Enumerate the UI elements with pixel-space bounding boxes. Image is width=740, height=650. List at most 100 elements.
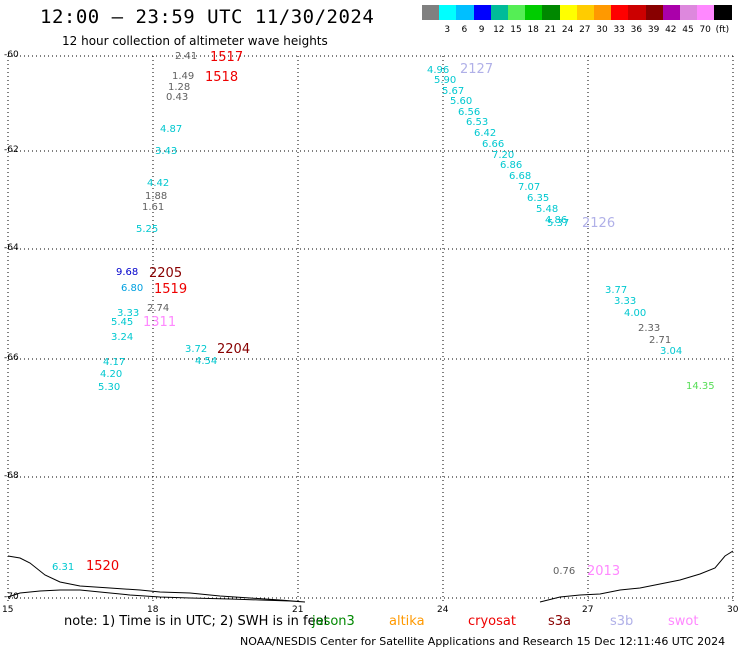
wave-height-value: 4.96: [427, 65, 450, 76]
wave-height-value: 6.68: [509, 171, 532, 182]
latitude-tick: -68: [4, 471, 19, 481]
wave-height-value: 6.31: [52, 562, 75, 573]
colorbar-label: 18: [527, 25, 539, 35]
wave-height-value: 3.72: [185, 344, 208, 355]
lat-lon-grid: [7, 55, 734, 603]
wave-height-value: 6.66: [482, 139, 505, 150]
wave-height-value: 5.67: [442, 86, 465, 97]
wave-height-value: 9.68: [116, 267, 139, 278]
wave-height-value: 1.88: [145, 191, 168, 202]
colorbar-swatch: [611, 5, 630, 20]
longitude-tick: 18: [147, 605, 159, 615]
wave-height-value: 4.87: [160, 124, 183, 135]
wave-height-value: 4.42: [147, 178, 170, 189]
legend-satellite-swot: swot: [668, 614, 699, 629]
wave-height-value: 3.33: [117, 308, 140, 319]
latitude-tick: -66: [4, 353, 19, 363]
colorbar-label: 36: [630, 25, 643, 35]
wave-height-value: 2.74: [147, 303, 170, 314]
wave-height-value: 6.35: [527, 193, 550, 204]
colorbar-label: 24: [561, 25, 574, 35]
wave-height-value: 5.37: [547, 218, 570, 229]
legend-satellite-altika: altika: [389, 614, 425, 629]
colorbar-swatch: [645, 5, 664, 20]
colorbar-swatch: [525, 5, 544, 20]
longitude-tick: 24: [437, 605, 449, 615]
wave-height-value: 2.71: [649, 335, 672, 346]
wave-height-value: 4.86: [545, 215, 568, 226]
wave-height-value: 3.24: [111, 332, 134, 343]
wave-height-value: 3.77: [605, 285, 628, 296]
wave-height-value: 7.07: [518, 182, 541, 193]
satellite-pass-id: 1517: [210, 50, 244, 65]
wave-height-value: 1.49: [172, 71, 195, 82]
colorbar-swatch: [576, 5, 595, 20]
colorbar-label: 45: [682, 25, 694, 35]
page-title: 12:00 – 23:59 UTC 11/30/2024: [40, 6, 375, 28]
wave-height-value: 4.17: [103, 357, 126, 368]
satellite-pass-id: 1518: [205, 70, 239, 85]
wave-height-value: 4.00: [624, 308, 647, 319]
wave-height-value: 6.53: [466, 117, 489, 128]
colorbar-label: 15: [510, 25, 522, 35]
colorbar-swatch: [542, 5, 561, 20]
wave-height-value: 6.42: [474, 128, 497, 139]
footer-note: note: 1) Time is in UTC; 2) SWH is in fe…: [64, 614, 329, 629]
colorbar-label: 70: [699, 25, 711, 35]
wave-height-value: 4.54: [195, 356, 218, 367]
latitude-tick: -60: [4, 50, 19, 60]
wave-height-value: 5.25: [136, 224, 159, 235]
wave-height-value: 1.28: [168, 82, 191, 93]
wave-height-value: 3.33: [614, 296, 637, 307]
colorbar-swatch: [714, 5, 733, 20]
longitude-tick: 30: [727, 605, 739, 615]
satellite-pass-id: 1311: [143, 315, 177, 330]
wave-height-value: 3.43: [155, 146, 178, 157]
colorbar-swatch: [508, 5, 526, 20]
satellite-pass-id: 2205: [149, 266, 183, 281]
colorbar-label: 12: [493, 25, 505, 35]
wave-height-value: 0.43: [166, 92, 189, 103]
colorbar-swatch: [680, 5, 698, 20]
legend-satellite-jason3: jason3: [312, 614, 355, 629]
colorbar-swatch: [559, 5, 578, 20]
longitude-tick: 27: [582, 605, 594, 615]
satellite-pass-id: 2204: [217, 342, 251, 357]
wave-height-value: 0.76: [553, 566, 576, 577]
legend-satellite-s3b: s3b: [610, 614, 634, 629]
colorbar-label: 39: [647, 25, 660, 35]
colorbar-label: 27: [579, 25, 591, 35]
colorbar-label: 3: [444, 25, 451, 35]
colorbar-swatch: [439, 5, 458, 20]
wave-height-value: 5.60: [450, 96, 473, 107]
legend-satellite-cryosat: cryosat: [468, 614, 516, 629]
colorbar-swatch: [473, 5, 492, 20]
coastline-antarctica: [7, 550, 734, 603]
colorbar-label: 9: [478, 25, 485, 35]
wave-height-value: 5.45: [111, 317, 134, 328]
colorbar-swatch: [594, 5, 612, 20]
colorbar-swatch: [697, 5, 716, 20]
legend-satellite-s3a: s3a: [548, 614, 572, 629]
wave-height-value: 6.80: [121, 283, 144, 294]
satellite-pass-id: 2127: [460, 62, 494, 77]
wave-height-value: 4.20: [100, 369, 123, 380]
satellite-pass-id: 1520: [86, 559, 120, 574]
colorbar-swatch: [422, 5, 440, 20]
latitude-tick: -70: [4, 592, 19, 602]
colorbar-swatch: [490, 5, 509, 20]
colorbar-label: (ft): [715, 25, 730, 35]
page-subtitle: 12 hour collection of altimeter wave hei…: [62, 34, 328, 48]
longitude-tick: 15: [2, 605, 14, 615]
latitude-tick: -64: [4, 243, 19, 253]
colorbar-swatch: [628, 5, 647, 20]
satellite-pass-id: 2126: [582, 216, 616, 231]
wave-height-value: 6.86: [500, 160, 523, 171]
wave-height-value: 5.30: [98, 382, 121, 393]
wave-height-value: 6.56: [458, 107, 481, 118]
satellite-pass-id: 2013: [587, 564, 621, 579]
wave-height-value: 1.61: [142, 202, 165, 213]
wave-height-value: 5.90: [434, 75, 457, 86]
wave-height-value: 5.48: [536, 204, 559, 215]
